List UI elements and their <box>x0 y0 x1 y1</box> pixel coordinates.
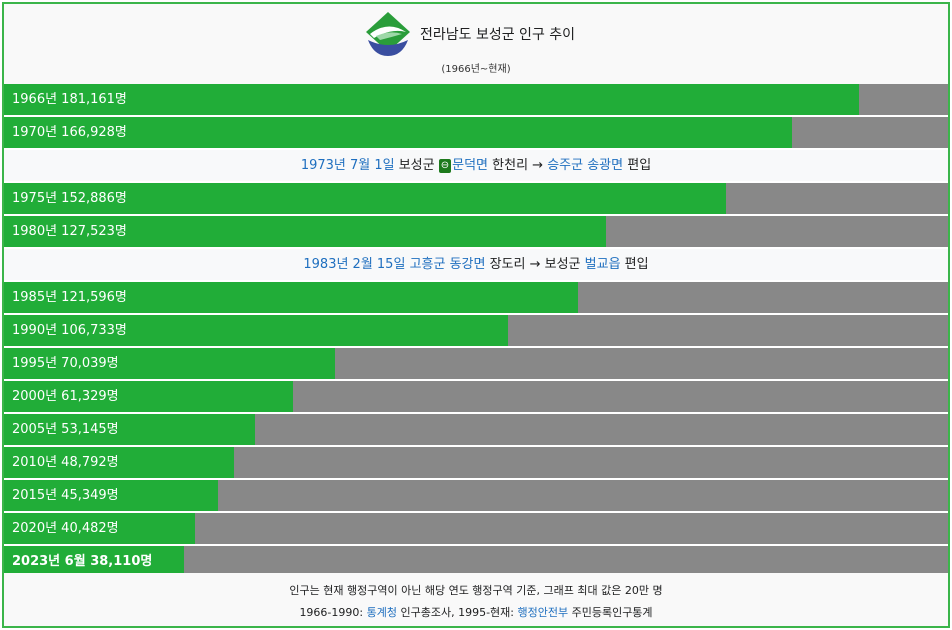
bar-label: 2023년 6월 38,110명 <box>12 554 153 569</box>
population-bar <box>4 480 218 511</box>
population-bar <box>4 315 508 346</box>
boseong-county-emblem-icon <box>366 12 410 56</box>
bar-row: 2023년 6월 38,110명 <box>4 546 948 577</box>
bar-rows: 1966년 181,161명 1970년 166,928명 1973년 7월 1일 … <box>4 84 948 579</box>
bar-row: 1966년 181,161명 <box>4 84 948 115</box>
bar-label: 1975년 152,886명 <box>12 191 127 206</box>
annotation-link[interactable]: 행정안전부 <box>517 606 569 619</box>
bar-label: 2000년 61,329명 <box>12 389 119 404</box>
bar-label: 2005년 53,145명 <box>12 422 119 437</box>
population-bar <box>4 348 335 379</box>
bar-row: 2015년 45,349명 <box>4 480 948 511</box>
annotation-text: 편입 <box>620 257 649 272</box>
chart-footer: 인구는 현재 행정구역이 아닌 해당 연도 행정구역 기준, 그래프 최대 값은… <box>4 573 948 626</box>
annotation-link[interactable]: 통계청 <box>366 606 397 619</box>
bar-row: 2000년 61,329명 <box>4 381 948 412</box>
population-bar <box>4 117 792 148</box>
bar-row: 1975년 152,886명 <box>4 183 948 214</box>
bar-label: 2020년 40,482명 <box>12 521 119 536</box>
annotation-link[interactable]: 고흥군 동강면 <box>409 257 486 272</box>
annotation-link[interactable]: 1983년 2월 15일 <box>303 257 406 272</box>
bar-row: 1970년 166,928명 <box>4 117 948 148</box>
annotation-text: 보성군 <box>394 158 439 173</box>
population-bar <box>4 282 578 313</box>
bar-label: 1980년 127,523명 <box>12 224 127 239</box>
bar-row: 1995년 70,039명 <box>4 348 948 379</box>
population-bar <box>4 216 606 247</box>
annotation-link[interactable]: 1973년 7월 1일 <box>300 158 395 173</box>
footer-source: 1966-1990: 통계청 인구총조사, 1995-현재: 행정안전부 주민등… <box>4 604 948 620</box>
bar-label: 1985년 121,596명 <box>12 290 127 305</box>
population-bar <box>4 414 255 445</box>
bar-row: 1985년 121,596명 <box>4 282 948 313</box>
bar-row: 2020년 40,482명 <box>4 513 948 544</box>
bar-label: 2015년 45,349명 <box>12 488 119 503</box>
bar-label: 1970년 166,928명 <box>12 125 127 140</box>
population-bar <box>4 447 234 478</box>
boundary-change-note: 1983년 2월 15일 고흥군 동강면 장도리 → 보성군 벌교읍 편입 <box>4 249 948 280</box>
footer-note: 인구는 현재 행정구역이 아닌 해당 연도 행정구역 기준, 그래프 최대 값은… <box>289 584 663 597</box>
annotation-text: 한천리 → <box>488 158 548 173</box>
bar-row: 2010년 48,792명 <box>4 447 948 478</box>
bar-label: 2010년 48,792명 <box>12 455 119 470</box>
chart-header: 전라남도 보성군 인구 추이 (1966년~현재) <box>4 4 948 84</box>
bar-row: 1990년 106,733명 <box>4 315 948 346</box>
bar-row: 1980년 127,523명 <box>4 216 948 247</box>
annotation-link[interactable]: 승주군 송광면 <box>547 158 624 173</box>
chart-title: 전라남도 보성군 인구 추이 <box>420 27 576 43</box>
population-bar <box>4 546 184 577</box>
annotation-text: 편입 <box>623 158 652 173</box>
bar-label: 1966년 181,161명 <box>12 92 127 107</box>
population-bar <box>4 381 293 412</box>
annotation-text: 1966-1990: <box>299 606 367 619</box>
annotation-link[interactable]: 벌교읍 <box>584 257 621 272</box>
population-bar <box>4 513 195 544</box>
chart-subtitle: (1966년~현재) <box>441 64 511 75</box>
ward-badge: ⊖ <box>438 159 452 173</box>
bar-label: 1995년 70,039명 <box>12 356 119 371</box>
population-bar <box>4 183 726 214</box>
annotation-text: 주민등록인구통계 <box>568 606 653 619</box>
bar-label: 1990년 106,733명 <box>12 323 127 338</box>
boundary-change-note: 1973년 7월 1일 보성군 ⊖ 문덕면 한천리 → 승주군 송광면 편입 <box>4 150 948 181</box>
population-bar <box>4 84 859 115</box>
annotation-text: 장도리 → 보성군 <box>485 257 585 272</box>
bar-row: 2005년 53,145명 <box>4 414 948 445</box>
annotation-link[interactable]: 문덕면 <box>452 158 489 173</box>
annotation-text: 인구총조사, 1995-현재: <box>396 606 518 619</box>
